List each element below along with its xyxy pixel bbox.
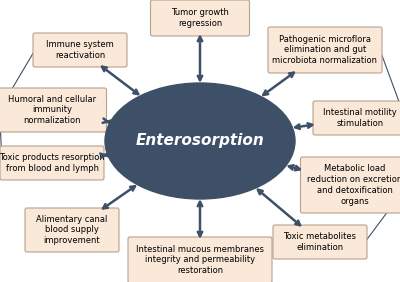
FancyBboxPatch shape <box>25 208 119 252</box>
Text: Metabolic load
reduction on excretion
and detoxification
organs: Metabolic load reduction on excretion an… <box>307 164 400 206</box>
FancyBboxPatch shape <box>150 0 250 36</box>
FancyBboxPatch shape <box>313 101 400 135</box>
Text: Enterosorption: Enterosorption <box>136 133 264 149</box>
Text: Immune system
reactivation: Immune system reactivation <box>46 40 114 60</box>
Text: Alimentary canal
blood supply
improvement: Alimentary canal blood supply improvemen… <box>36 215 108 245</box>
FancyBboxPatch shape <box>268 27 382 73</box>
Text: Toxic products resorption
from blood and lymph: Toxic products resorption from blood and… <box>0 153 105 173</box>
Ellipse shape <box>105 83 295 199</box>
FancyBboxPatch shape <box>273 225 367 259</box>
Text: Pathogenic microflora
elimination and gut
microbiota normalization: Pathogenic microflora elimination and gu… <box>272 35 378 65</box>
Text: Humoral and cellular
immunity
normalization: Humoral and cellular immunity normalizat… <box>8 95 96 125</box>
FancyBboxPatch shape <box>0 88 106 132</box>
FancyBboxPatch shape <box>0 146 104 180</box>
Text: Intestinal mucous membranes
integrity and permeability
restoration: Intestinal mucous membranes integrity an… <box>136 245 264 275</box>
Text: Tumor growth
regression: Tumor growth regression <box>171 8 229 28</box>
FancyBboxPatch shape <box>128 237 272 282</box>
FancyBboxPatch shape <box>300 157 400 213</box>
Text: Toxic metabolites
elimination: Toxic metabolites elimination <box>284 232 356 252</box>
Text: Intestinal motility
stimulation: Intestinal motility stimulation <box>323 108 397 128</box>
FancyBboxPatch shape <box>33 33 127 67</box>
